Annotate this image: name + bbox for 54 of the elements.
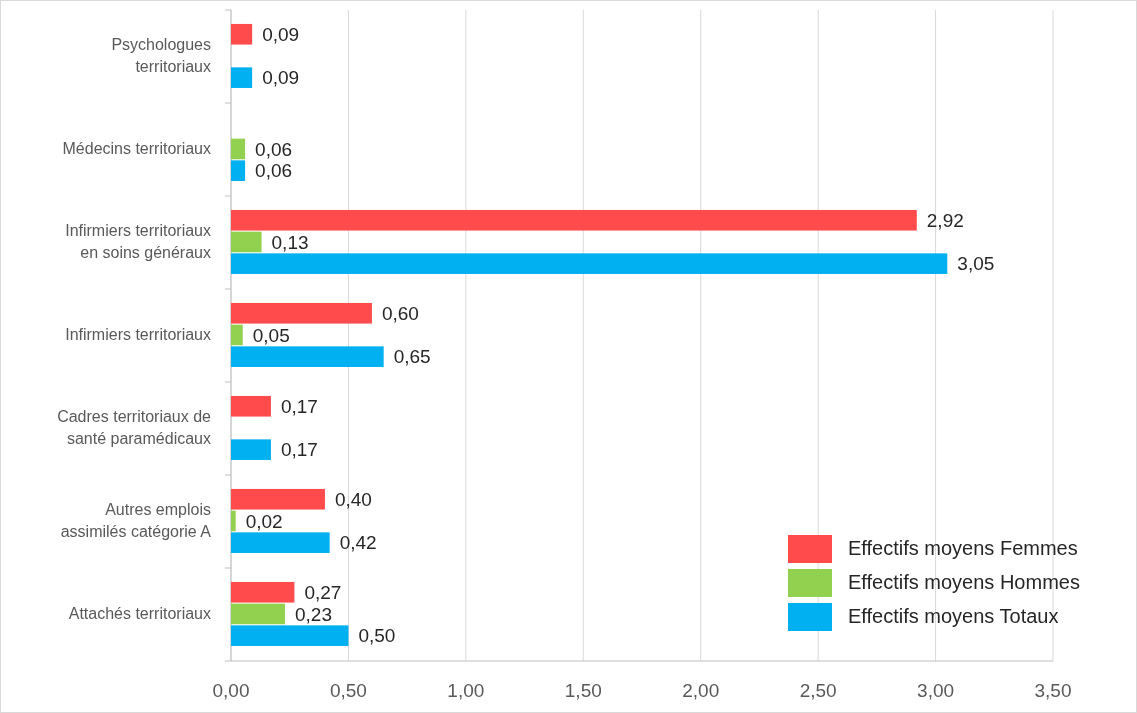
y-tick-label: Psychologues territoriaux xyxy=(111,35,211,75)
y-tick-label: Attachés territoriaux xyxy=(68,604,211,622)
bar xyxy=(231,138,246,160)
bar xyxy=(231,253,948,274)
y-tick-label: Infirmiers territoriaux en soins généraux xyxy=(65,221,211,261)
legend-label: Effectifs moyens Totaux xyxy=(848,605,1059,628)
bar xyxy=(231,67,253,88)
data-label: 0,50 xyxy=(358,625,396,647)
data-label: 0,42 xyxy=(339,532,377,554)
bar xyxy=(231,23,253,45)
x-tick-label: 3,50 xyxy=(1034,680,1072,701)
data-label: 2,92 xyxy=(926,209,964,231)
data-label: 0,65 xyxy=(393,346,431,368)
data-label: 0,02 xyxy=(245,510,283,532)
bar xyxy=(231,581,295,603)
bar xyxy=(231,395,271,417)
bar xyxy=(231,603,286,625)
bar xyxy=(231,209,917,231)
x-tick-label: 1,50 xyxy=(564,680,602,701)
y-tick-label: Médecins territoriaux xyxy=(62,139,211,157)
x-tick-label: 2,50 xyxy=(799,680,837,701)
bar xyxy=(231,302,372,324)
y-tick-label: Autres emplois assimilés catégorie A xyxy=(60,500,212,540)
bar xyxy=(231,231,262,253)
data-label: 0,09 xyxy=(262,23,300,45)
x-tick-label: 0,50 xyxy=(329,680,367,701)
data-label: 0,60 xyxy=(381,302,419,324)
bar xyxy=(231,439,271,460)
data-label: 0,17 xyxy=(280,395,318,417)
data-label: 0,23 xyxy=(295,603,332,625)
legend-label: Effectifs moyens Femmes xyxy=(848,537,1078,560)
data-label: 3,05 xyxy=(957,253,995,275)
bar xyxy=(231,160,246,181)
bar xyxy=(231,625,349,646)
data-label: 0,05 xyxy=(252,324,290,346)
bar xyxy=(231,488,325,510)
data-label: 0,27 xyxy=(304,581,342,603)
bar xyxy=(231,346,384,367)
legend-label: Effectifs moyens Hommes xyxy=(848,571,1080,594)
data-label: 0,13 xyxy=(271,231,309,253)
x-tick-label: 0,00 xyxy=(212,680,250,701)
bar xyxy=(231,510,236,532)
data-label: 0,09 xyxy=(262,67,300,89)
bar xyxy=(231,324,243,346)
y-tick-label: Cadres territoriaux de santé paramédicaux xyxy=(57,407,212,447)
x-tick-label: 2,00 xyxy=(682,680,720,701)
x-tick-label: 1,00 xyxy=(447,680,485,701)
data-label: 0,06 xyxy=(255,160,293,182)
y-tick-label: Infirmiers territoriaux xyxy=(65,325,211,343)
bar xyxy=(231,532,330,553)
data-label: 0,17 xyxy=(280,439,318,461)
x-tick-label: 3,00 xyxy=(917,680,955,701)
data-label: 0,06 xyxy=(255,138,293,160)
data-label: 0,40 xyxy=(334,488,372,510)
